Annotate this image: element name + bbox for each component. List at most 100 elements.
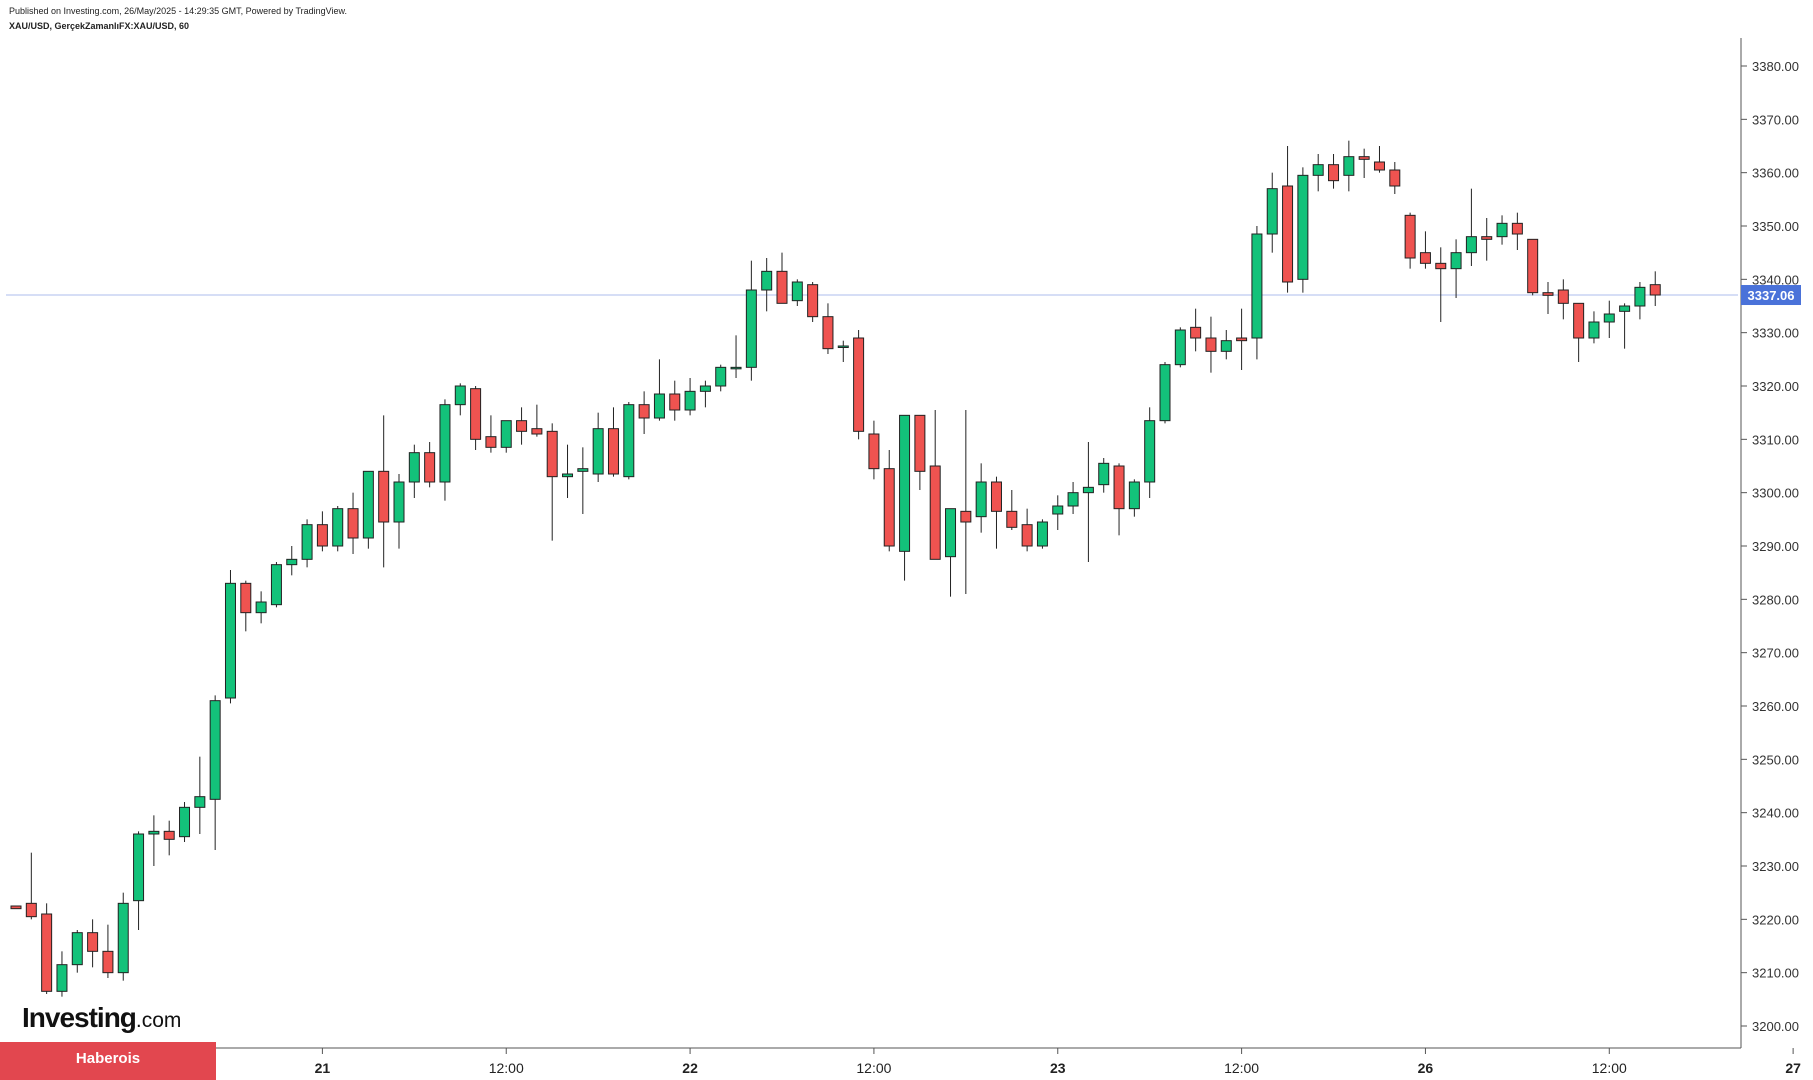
candle: [914, 414, 926, 490]
candle: [194, 756, 206, 834]
y-tick-label: 3300.00: [1752, 486, 1799, 501]
candle-body: [899, 414, 911, 552]
candle-body: [776, 270, 788, 304]
candle: [1036, 519, 1048, 549]
candle: [378, 415, 390, 568]
x-tick-label: 26: [1418, 1060, 1434, 1076]
y-tick-label: 3200.00: [1752, 1019, 1799, 1034]
candle: [347, 492, 359, 554]
candle-body: [1619, 305, 1631, 312]
candle: [1496, 215, 1508, 245]
candle-body: [255, 601, 267, 614]
price-label-text: 3337.06: [1748, 288, 1795, 303]
candle-body: [669, 393, 681, 411]
candle-body: [562, 473, 574, 478]
candle: [715, 364, 727, 392]
candle: [117, 892, 129, 981]
candle: [87, 919, 99, 968]
candle-body: [975, 481, 987, 518]
candle-body: [1220, 340, 1232, 352]
candle-body: [347, 508, 359, 539]
candle-body: [1036, 521, 1048, 547]
candle-body: [607, 428, 619, 475]
y-tick-label: 3320.00: [1752, 379, 1799, 394]
candle-body: [990, 481, 1002, 512]
candle: [1251, 226, 1263, 360]
candle: [853, 330, 865, 440]
y-tick-label: 3220.00: [1752, 912, 1799, 927]
candle-body: [470, 388, 482, 440]
candle: [209, 695, 221, 850]
candle-body: [1128, 481, 1140, 510]
candle: [1159, 362, 1171, 424]
candle: [1358, 148, 1370, 178]
candle-body: [822, 316, 834, 350]
candle: [286, 546, 298, 576]
candle-body: [41, 913, 53, 992]
candle-body: [1297, 174, 1309, 280]
candle-body: [684, 390, 696, 411]
candle-body: [837, 345, 849, 348]
candle: [1174, 327, 1186, 368]
candle: [1542, 282, 1554, 314]
candle-body: [531, 428, 543, 435]
candle: [516, 407, 528, 445]
candle-body: [1465, 236, 1477, 254]
price-label-box: [1741, 285, 1801, 306]
candle: [1282, 146, 1294, 293]
y-tick-label: 3350.00: [1752, 219, 1799, 234]
candle-body: [163, 830, 175, 840]
candle: [454, 383, 466, 416]
candle: [1603, 300, 1615, 338]
candle: [776, 252, 788, 304]
candle: [316, 511, 328, 552]
candle: [500, 420, 512, 453]
candle: [745, 260, 757, 381]
candle-body: [224, 582, 236, 699]
candle: [1343, 140, 1355, 192]
y-tick-label: 3340.00: [1752, 272, 1799, 287]
candle-body: [393, 481, 405, 523]
candle-body: [133, 833, 145, 902]
candle-body: [1082, 486, 1094, 494]
candle: [1236, 308, 1248, 370]
y-tick-label: 3240.00: [1752, 806, 1799, 821]
y-tick-label: 3250.00: [1752, 752, 1799, 767]
y-tick-label: 3210.00: [1752, 966, 1799, 981]
candle: [25, 852, 37, 920]
candle-body: [270, 564, 282, 606]
candle: [102, 924, 114, 978]
candle: [1389, 162, 1401, 194]
candle: [975, 463, 987, 533]
candle: [791, 279, 803, 306]
candle: [148, 815, 160, 866]
candle: [822, 303, 834, 354]
candle: [730, 335, 742, 378]
candle: [1634, 282, 1646, 320]
candle: [653, 359, 665, 421]
candle: [1328, 154, 1340, 189]
candle-body: [301, 524, 313, 560]
candle-body: [592, 428, 604, 475]
candle: [255, 591, 267, 624]
x-tick-label: 23: [1050, 1060, 1066, 1076]
candle-body: [1052, 505, 1064, 515]
candle-body: [1542, 292, 1554, 296]
x-tick-label: 12:00: [856, 1060, 891, 1076]
candle: [56, 951, 68, 997]
candle-body: [761, 270, 773, 291]
candle: [301, 519, 313, 568]
candle-body: [485, 436, 497, 448]
candle: [807, 282, 819, 322]
candle: [1098, 458, 1110, 493]
price-axis[interactable]: 3200.00 3210.00 3220.00 3230.00 3240.00 3250.…: [1740, 38, 1799, 1048]
candle: [1481, 218, 1493, 261]
logo-suffix: .com: [135, 1009, 182, 1032]
candle: [224, 570, 236, 704]
candle: [1557, 279, 1569, 320]
candle: [883, 450, 895, 552]
candle: [179, 802, 191, 842]
candle-body: [1634, 286, 1646, 307]
